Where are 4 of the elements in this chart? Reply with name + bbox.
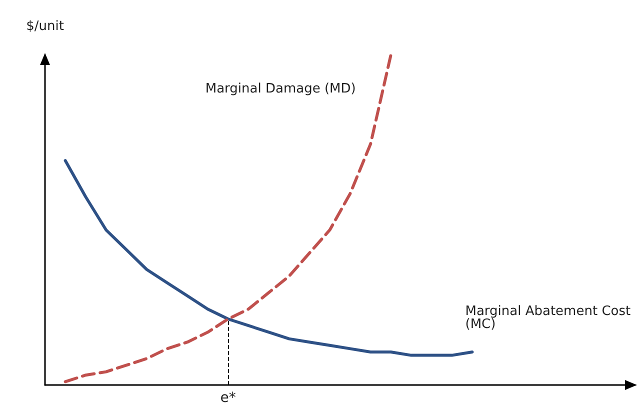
- series-label: Marginal Damage (MD): [205, 82, 356, 96]
- y-axis-title: $/unit: [26, 19, 64, 34]
- text: e*: [220, 390, 236, 406]
- series-label: Marginal Abatement Cost (MC): [465, 304, 635, 332]
